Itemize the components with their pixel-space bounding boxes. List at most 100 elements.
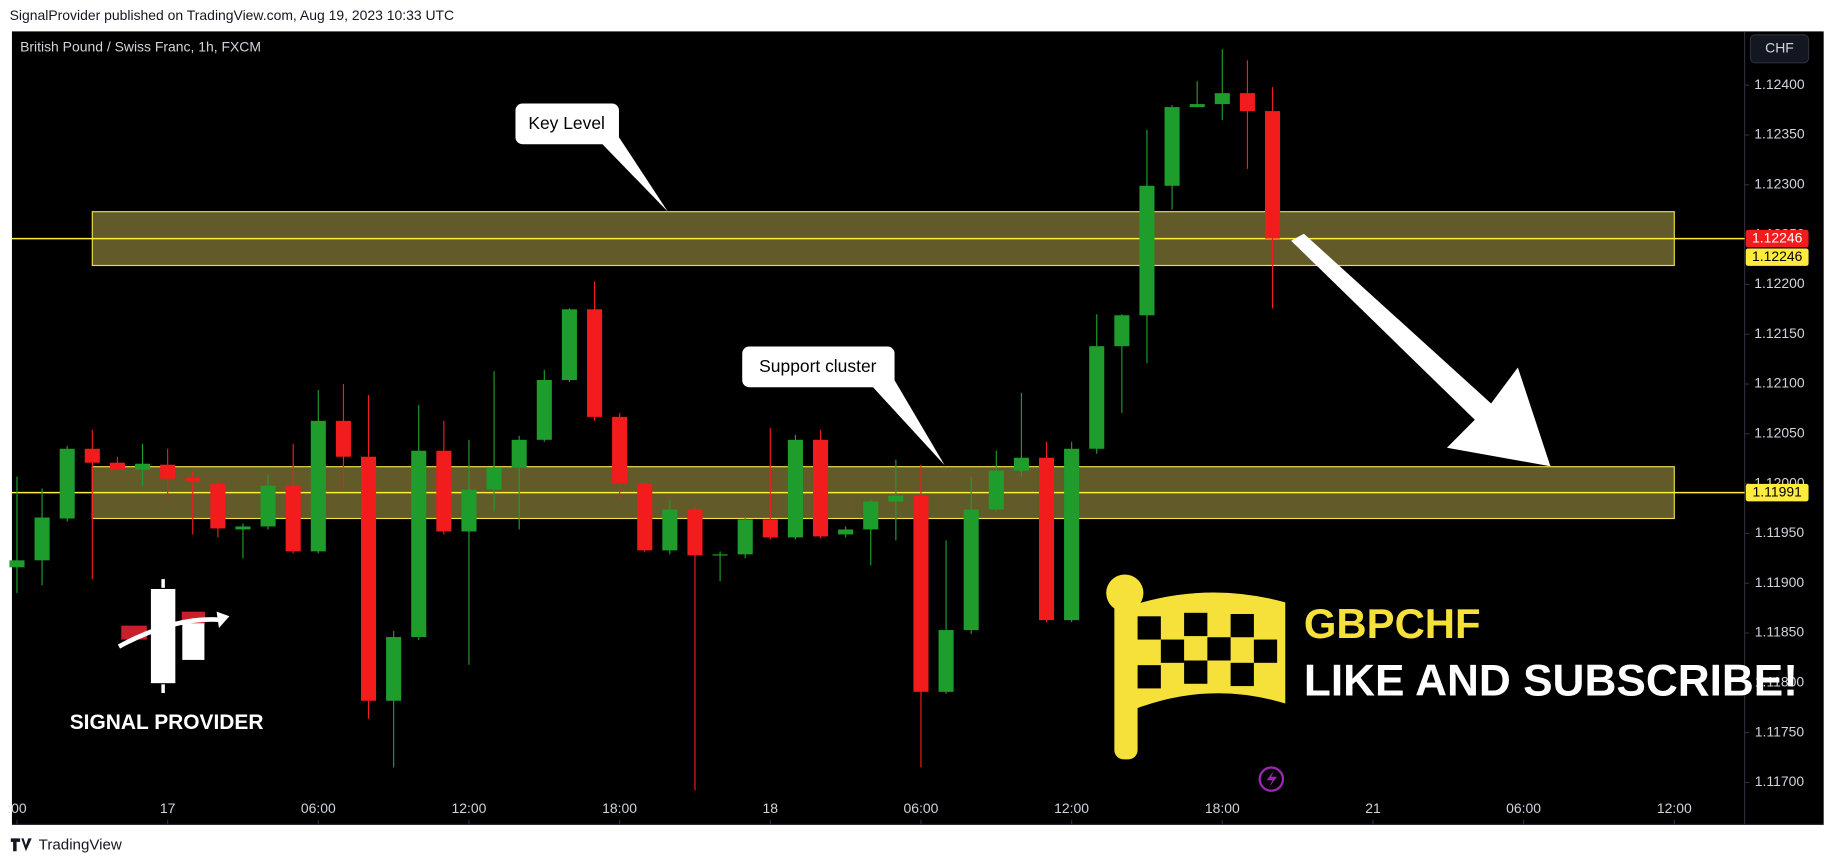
candle-body [561, 309, 577, 381]
symbol-text: GBPCHF [1304, 600, 1481, 647]
x-tick-label: :00 [7, 800, 27, 816]
flag-pole [1114, 590, 1138, 760]
candle-body [260, 485, 276, 527]
logo-swoosh [117, 617, 222, 649]
publish-header: SignalProvider published on TradingView.… [10, 7, 454, 23]
candle-body [360, 456, 377, 701]
tv-logo [10, 838, 32, 852]
candle-body [637, 483, 653, 551]
x-tick-label: 18:00 [602, 800, 637, 816]
candle-body [210, 483, 226, 529]
candle-body [1139, 185, 1155, 316]
price-tag-label: 1.12246 [1752, 229, 1803, 245]
price-tag [1745, 483, 1809, 502]
logo-candle [149, 587, 177, 685]
y-tick-label: 1.11950 [1755, 524, 1805, 540]
candle-body [335, 420, 351, 457]
candle-body [1164, 107, 1180, 186]
callout-box [515, 103, 619, 145]
candle-body [963, 509, 979, 631]
flag-checks [1137, 612, 1278, 689]
candle-body [109, 462, 125, 470]
y-tick-label: 1.12300 [1754, 175, 1805, 191]
x-tick-label: 18 [763, 800, 779, 816]
candle-body [888, 495, 904, 502]
tradingview-footer: TradingView [10, 836, 122, 853]
footer-text: TradingView [39, 836, 122, 853]
y-tick-label: 1.11850 [1755, 624, 1805, 640]
candle-body [612, 416, 628, 484]
candle-body [1064, 448, 1080, 621]
y-tick-label: 1.11900 [1755, 574, 1805, 590]
candle-body [1214, 93, 1230, 105]
candle-body [411, 450, 427, 638]
candle-body [1189, 104, 1205, 108]
y-tick-label: 1.12100 [1754, 375, 1805, 391]
candle-body [436, 450, 452, 532]
callout-text: Support cluster [759, 356, 876, 376]
candle-body [134, 463, 151, 470]
candle-body [285, 485, 301, 552]
x-tick-label: 06:00 [301, 800, 336, 816]
x-tick-label: 18:00 [1205, 800, 1240, 816]
candle-body [536, 380, 552, 440]
forecast-arrow [1291, 233, 1551, 467]
candle-body [160, 464, 176, 479]
y-tick-label: 1.12150 [1754, 325, 1805, 341]
candle-body [1089, 346, 1105, 449]
candle-body [687, 509, 703, 556]
x-tick-label: 06:00 [1506, 800, 1541, 816]
callout-pointer [866, 380, 945, 466]
candle-body [812, 439, 829, 537]
logo-arrowhead [216, 611, 230, 628]
y-tick-label: 1.12200 [1754, 275, 1805, 291]
y-tick-label: 1.12350 [1754, 126, 1805, 142]
candle-body [586, 309, 603, 417]
check [1207, 637, 1231, 661]
x-tick-label: 17 [160, 800, 176, 816]
candle-body [486, 467, 502, 490]
currency-label: CHF [1765, 40, 1794, 56]
y-tick-label: 1.11800 [1755, 674, 1805, 690]
candle-body [310, 420, 326, 552]
logo-bar [181, 611, 205, 624]
callout-text: Key Level [528, 113, 605, 133]
x-tick-label: 12:00 [452, 800, 487, 816]
alert-bolt [1266, 770, 1278, 788]
candle-body [787, 439, 803, 538]
check [1253, 639, 1278, 663]
candle-body [938, 630, 954, 692]
candle-body [838, 529, 854, 535]
candles-layer [9, 49, 1281, 791]
x-tick-label: 12:00 [1054, 800, 1089, 816]
candle-body [9, 560, 25, 568]
check [1184, 660, 1208, 684]
callout-box [742, 346, 895, 388]
candle-body [1239, 93, 1255, 112]
candle-body [863, 501, 879, 530]
candle-body [1114, 315, 1130, 347]
candle-body [737, 519, 753, 555]
x-tick-label: 06:00 [904, 800, 939, 816]
candle-body [84, 448, 100, 463]
axes-layer: 1.11700 1.11750 1.11800 1.11850 1.11900 1.119… [7, 76, 1809, 825]
checkered-flag-icon [1106, 574, 1286, 760]
y-tick-label: 1.11700 [1755, 773, 1805, 789]
candle-body [386, 637, 402, 701]
x-tick-label: 12:00 [1657, 800, 1692, 816]
y-tick-label: 1.12050 [1754, 425, 1805, 441]
support-callout: Support cluster [742, 346, 945, 466]
candle-body [988, 470, 1004, 510]
alert-icon[interactable] [1258, 766, 1285, 792]
y-tick-label: 1.12400 [1754, 76, 1805, 92]
candle-body [1264, 111, 1281, 239]
currency-badge[interactable] [1749, 34, 1810, 64]
check [1230, 613, 1254, 638]
check [1184, 612, 1208, 637]
check [1230, 662, 1254, 687]
price-tag [1745, 248, 1809, 266]
candle-body [59, 448, 75, 519]
candle-body [662, 509, 678, 551]
